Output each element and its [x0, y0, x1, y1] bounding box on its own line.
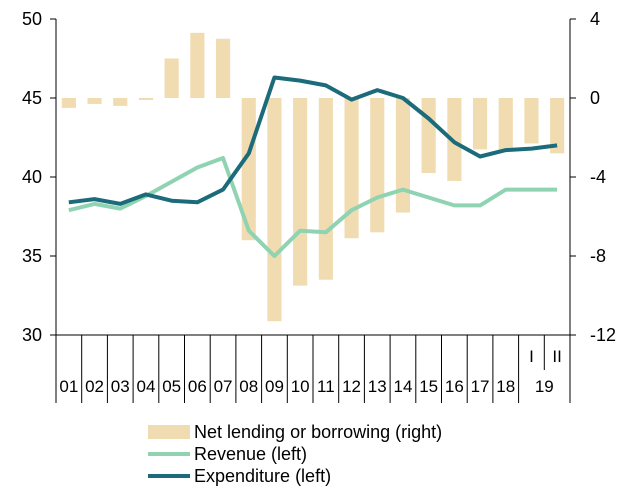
left-tick-label: 40	[22, 167, 42, 187]
right-tick-label: -8	[590, 246, 606, 266]
category-label-I: I	[529, 347, 534, 366]
bar-13	[370, 98, 385, 233]
category-label-04: 04	[136, 377, 155, 396]
bar-17	[472, 98, 488, 150]
bar-12	[344, 98, 359, 239]
category-label-06: 06	[188, 377, 207, 396]
category-label-01: 01	[59, 377, 78, 396]
bar-02	[87, 98, 102, 104]
right-tick-label: -12	[590, 325, 616, 345]
right-tick-label: 0	[590, 88, 600, 108]
legend-label-revenue: Revenue (left)	[194, 444, 308, 464]
line-expenditure	[68, 75, 558, 206]
bar-08	[241, 98, 256, 241]
legend: Net lending or borrowing (right) Revenue…	[148, 421, 442, 487]
category-label-09: 09	[265, 377, 284, 396]
category-label-02: 02	[85, 377, 104, 396]
left-tick-label: 30	[22, 325, 42, 345]
legend-item-revenue: Revenue (left)	[148, 443, 442, 465]
category-label-05: 05	[162, 377, 181, 396]
category-label-07: 07	[214, 377, 233, 396]
legend-label-net-lending: Net lending or borrowing (right)	[194, 422, 443, 442]
left-tick-label: 50	[22, 9, 42, 29]
bar-II	[550, 98, 565, 154]
category-label-18: 18	[496, 377, 515, 396]
bar-14	[395, 98, 411, 213]
legend-swatch-bar	[148, 425, 190, 439]
bar-16	[447, 98, 462, 181]
category-label-03: 03	[111, 377, 130, 396]
category-label-17: 17	[471, 377, 490, 396]
left-tick-label: 35	[22, 246, 42, 266]
legend-item-expenditure: Expenditure (left)	[148, 465, 442, 487]
line-revenue	[68, 156, 558, 258]
legend-item-net-lending: Net lending or borrowing (right)	[148, 421, 442, 443]
bar-07	[215, 38, 231, 98]
axes-group	[50, 18, 576, 403]
bar-06	[190, 32, 205, 99]
category-label-16: 16	[445, 377, 464, 396]
legend-swatch-expenditure	[148, 474, 190, 478]
category-label-08: 08	[239, 377, 258, 396]
category-label-12: 12	[342, 377, 361, 396]
category-label-11: 11	[317, 377, 335, 396]
bar-01	[61, 98, 76, 108]
category-label-13: 13	[368, 377, 387, 396]
year-group-label: 19	[535, 377, 554, 396]
bar-10	[293, 98, 308, 286]
bar-I	[524, 98, 539, 144]
category-label-15: 15	[419, 377, 438, 396]
bar-05	[164, 58, 179, 98]
category-label-10: 10	[291, 377, 310, 396]
line-series-group	[68, 75, 558, 258]
category-label-II: II	[552, 347, 561, 366]
bar-03	[113, 98, 128, 106]
bar-series-net-lending	[61, 32, 565, 322]
right-tick-label: 4	[590, 9, 600, 29]
bar-11	[318, 98, 333, 280]
bar-15	[421, 98, 436, 174]
legend-swatch-revenue	[148, 452, 190, 456]
left-tick-label: 45	[22, 88, 42, 108]
bar-09	[267, 98, 282, 322]
bar-18	[498, 98, 513, 150]
bar-04	[138, 98, 154, 100]
category-label-14: 14	[393, 377, 412, 396]
legend-label-expenditure: Expenditure (left)	[194, 466, 332, 486]
right-tick-label: -4	[590, 167, 606, 187]
